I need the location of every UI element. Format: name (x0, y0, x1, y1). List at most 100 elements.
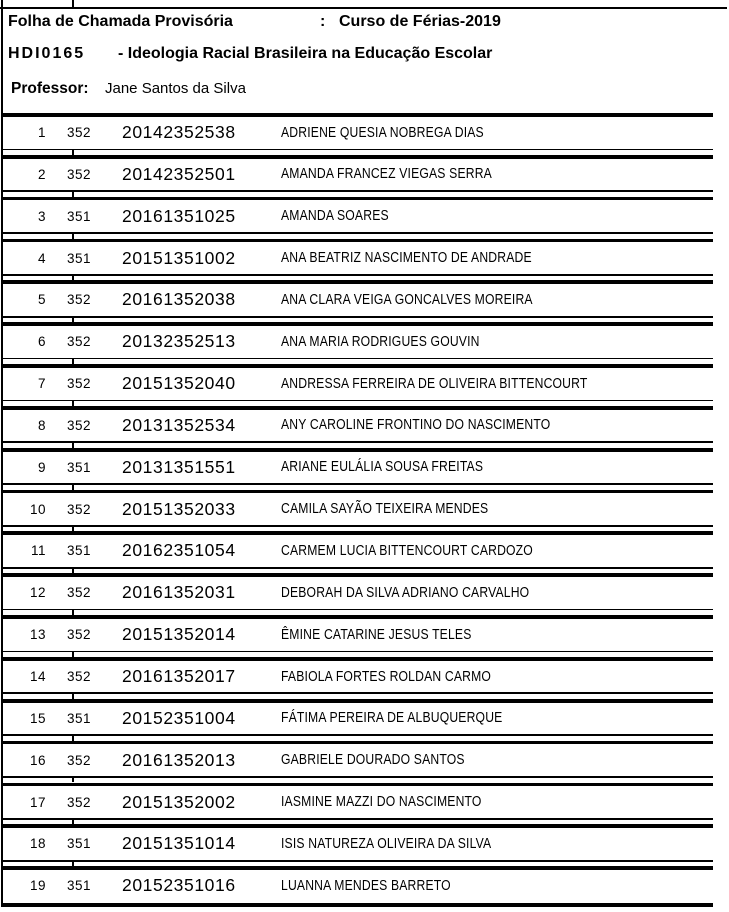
turma-code: 351 (66, 836, 92, 852)
row-left-border (1, 656, 3, 699)
row-left-border (1, 238, 3, 281)
row-top-rule (1, 866, 713, 870)
row-top-rule (1, 113, 713, 117)
row-top-rule (1, 196, 713, 201)
matricula-number: 20161352038 (122, 289, 236, 310)
matricula-number: 20131352534 (122, 414, 236, 435)
term-name: Curso de Férias-2019 (339, 13, 501, 30)
row-number: 12 (29, 585, 46, 601)
gap-border-tick (72, 610, 74, 616)
gap-border-tick (72, 401, 74, 406)
matricula-number: 20132352513 (122, 331, 236, 352)
table-row: 5 352 20161352038 ANA CLARA VEIGA GONCAL… (0, 280, 729, 323)
table-row: 10 352 20151352033 CAMILA SAYÃO TEIXEIRA… (0, 489, 729, 532)
turma-code: 351 (66, 543, 92, 559)
gap-border-tick (72, 694, 74, 699)
attendance-table: 1 352 20142352538 ADRIENE QUESIA NOBREGA… (0, 113, 729, 908)
row-bottom-rule (1, 525, 713, 527)
row-bottom-rule (1, 399, 713, 402)
gap-border-tick (72, 359, 74, 365)
row-top-rule (1, 782, 713, 787)
row-top-rule (1, 531, 713, 536)
row-number: 7 (37, 376, 46, 392)
row-left-border (1, 866, 3, 907)
row-number: 14 (29, 669, 46, 685)
turma-code: 351 (66, 710, 92, 726)
matricula-number: 20161352013 (122, 749, 236, 770)
student-name: ANDRESSA FERREIRA DE OLIVEIRA BITTENCOUR… (281, 375, 588, 392)
row-left-border (1, 698, 3, 741)
matricula-number: 20152351004 (122, 707, 236, 728)
turma-code: 352 (66, 585, 92, 601)
student-name: DEBORAH DA SILVA ADRIANO CARVALHO (281, 584, 530, 601)
row-number: 11 (30, 543, 46, 559)
student-name: AMANDA FRANCEZ VIEGAS SERRA (281, 166, 492, 183)
row-number: 6 (37, 334, 46, 350)
gap-border-tick (72, 275, 74, 281)
matricula-number: 20151351002 (122, 247, 236, 268)
row-bottom-rule (1, 274, 713, 276)
row-bottom-rule (1, 357, 713, 360)
matricula-number: 20161351025 (122, 205, 236, 226)
table-row: 4 351 20151351002 ANA BEATRIZ NASCIMENTO… (0, 238, 729, 281)
row-bottom-rule (1, 566, 713, 569)
row-bottom-rule (1, 692, 713, 695)
gap-border-tick (72, 861, 74, 867)
row-number: 4 (37, 250, 46, 266)
row-top-rule (1, 238, 713, 243)
gap-border-tick (72, 526, 74, 532)
header-top-rule (0, 7, 727, 9)
row-top-rule (1, 154, 713, 159)
row-left-border (1, 782, 3, 825)
row-left-border (1, 364, 3, 406)
matricula-number: 20151352002 (122, 791, 236, 812)
matricula-number: 20151352014 (122, 624, 236, 645)
row-left-border (1, 196, 3, 239)
turma-code: 352 (66, 334, 92, 350)
row-number: 16 (29, 752, 46, 768)
row-top-rule (1, 824, 713, 829)
row-top-rule (1, 656, 713, 661)
professor-name: Jane Santos da Silva (105, 80, 246, 97)
course-title: - Ideologia Racial Brasileira na Educaçã… (118, 45, 493, 62)
table-row: 19 351 20152351016 LUANNA MENDES BARRETO (0, 866, 729, 908)
row-bottom-rule (1, 190, 713, 193)
student-name: CAMILA SAYÃO TEIXEIRA MENDES (281, 501, 489, 518)
table-row: 2 352 20142352501 AMANDA FRANCEZ VIEGAS … (0, 154, 729, 197)
gap-border-tick (72, 819, 74, 825)
turma-code: 351 (66, 878, 92, 894)
row-top-rule (1, 280, 713, 285)
turma-code: 352 (66, 501, 92, 517)
top-left-border-tick (1, 0, 3, 8)
student-name: ANA CLARA VEIGA GONCALVES MOREIRA (281, 291, 533, 308)
row-top-rule (1, 489, 713, 494)
row-top-rule (1, 740, 713, 745)
turma-code: 352 (66, 376, 92, 392)
row-left-border (1, 447, 3, 490)
turma-code: 352 (66, 417, 92, 433)
gap-border-tick (72, 736, 74, 741)
student-name: ANY CAROLINE FRONTINO DO NASCIMENTO (281, 417, 551, 434)
row-bottom-rule (1, 483, 713, 485)
matricula-number: 20142352538 (122, 122, 236, 143)
row-number: 8 (37, 417, 46, 433)
row-bottom-rule (1, 818, 713, 820)
row-bottom-rule (1, 776, 713, 778)
student-name: ANA BEATRIZ NASCIMENTO DE ANDRADE (281, 250, 532, 267)
matricula-number: 20161352031 (122, 582, 236, 603)
row-number: 3 (37, 208, 46, 224)
student-name: ARIANE EULÁLIA SOUSA FREITAS (281, 459, 484, 476)
row-left-border (1, 740, 3, 783)
row-number: 13 (29, 627, 46, 643)
row-bottom-rule (1, 232, 713, 234)
row-top-rule (1, 405, 713, 410)
row-bottom-rule (1, 315, 713, 318)
row-number: 17 (29, 794, 46, 810)
row-bottom-rule (1, 734, 713, 736)
table-row: 3 351 20161351025 AMANDA SOARES (0, 196, 729, 239)
matricula-number: 20152351016 (122, 875, 236, 896)
sheet-title: Folha de Chamada Provisória (8, 13, 233, 30)
row-top-rule (1, 322, 713, 327)
matricula-number: 20131351551 (122, 456, 236, 477)
